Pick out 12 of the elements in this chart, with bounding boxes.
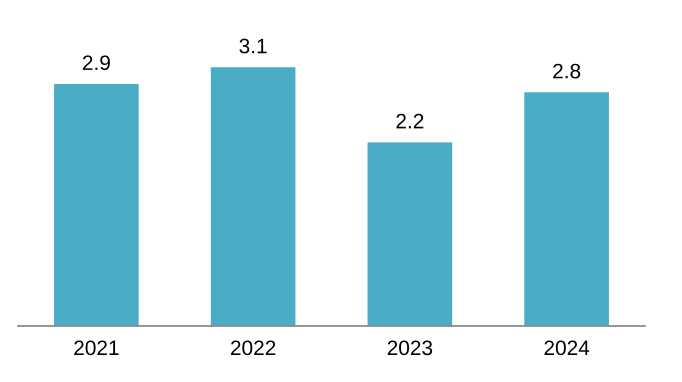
data-label: 3.1 <box>239 38 267 54</box>
data-label: 2.8 <box>553 64 580 78</box>
bar <box>210 67 296 326</box>
data-label: 2.9 <box>82 55 110 70</box>
x-tick-label: 2022 <box>231 340 276 356</box>
x-tick-label: 2021 <box>74 340 119 356</box>
data-label: 2.2 <box>396 114 424 128</box>
x-tick-label: 2024 <box>544 340 590 356</box>
bar <box>524 92 609 326</box>
bar <box>368 142 452 326</box>
bar <box>54 84 139 326</box>
x-tick-label: 2023 <box>388 340 432 356</box>
